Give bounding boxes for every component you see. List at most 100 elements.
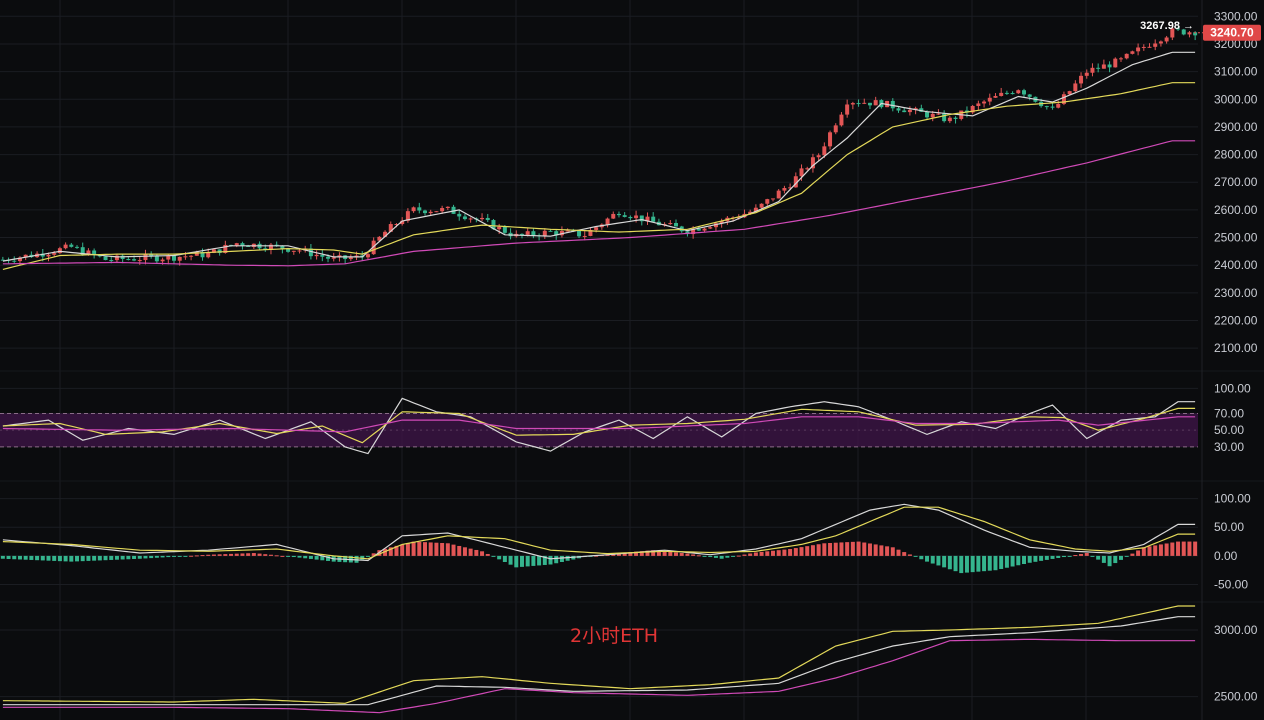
- candle-body: [428, 211, 433, 214]
- axis-tick-label: 100.00: [1214, 492, 1251, 506]
- macd-bar: [12, 555, 17, 560]
- macd-bar: [388, 547, 393, 556]
- macd-bar: [200, 555, 205, 557]
- macd-bar: [1044, 555, 1049, 560]
- candle-body: [103, 256, 108, 261]
- macd-bar: [268, 554, 273, 556]
- axis-tick-label: 70.00: [1214, 406, 1244, 420]
- candle-body: [0, 259, 5, 261]
- macd-bar: [508, 555, 513, 565]
- macd-bar: [17, 555, 22, 560]
- candle-body: [177, 256, 182, 261]
- candle-body: [75, 246, 80, 248]
- candle-body: [696, 228, 701, 231]
- candle-body: [616, 213, 621, 216]
- candle-body: [713, 223, 718, 228]
- macd-bar: [149, 555, 154, 559]
- macd-bar: [29, 555, 34, 560]
- macd-bar: [685, 553, 690, 556]
- candle-body: [154, 255, 159, 262]
- candle-body: [1096, 67, 1101, 69]
- chart-overlay-label: 2小时ETH: [570, 625, 658, 647]
- macd-bar: [879, 545, 884, 556]
- macd-bar: [40, 555, 45, 561]
- candle-body: [736, 217, 741, 219]
- candle-body: [987, 97, 992, 102]
- candle-body: [639, 215, 644, 222]
- candle-body: [839, 114, 844, 126]
- macd-bar: [970, 555, 975, 573]
- macd-bar: [411, 541, 416, 556]
- macd-bar: [713, 555, 718, 558]
- candle-body: [1056, 103, 1061, 108]
- candle-body: [982, 101, 987, 104]
- candle-body: [822, 146, 827, 156]
- candle-body: [674, 223, 679, 227]
- axis-tick-label: 2500.00: [1214, 231, 1258, 245]
- candle-body: [17, 257, 22, 262]
- macd-bar: [850, 541, 855, 556]
- macd-bar: [251, 553, 256, 556]
- axis-tick-label: 50.00: [1214, 520, 1244, 534]
- candle-body: [993, 95, 998, 98]
- macd-bar: [326, 555, 331, 561]
- lower-series-line: [2, 605, 1196, 704]
- macd-bar: [936, 555, 941, 566]
- axis-tick-label: 2400.00: [1214, 258, 1258, 272]
- axis-tick-label: 3000.00: [1214, 623, 1258, 637]
- macd-bar: [274, 555, 279, 557]
- macd-bar: [594, 555, 599, 557]
- candle-body: [525, 231, 530, 235]
- macd-bar: [423, 542, 428, 556]
- candle-body: [1153, 43, 1158, 47]
- macd-bar: [1130, 553, 1135, 556]
- candle-body: [1010, 93, 1015, 95]
- macd-bar: [999, 555, 1004, 569]
- macd-bar: [725, 555, 730, 558]
- candle-body: [320, 254, 325, 257]
- candle-body: [1016, 90, 1021, 94]
- candle-body: [970, 106, 975, 113]
- candle-body: [1124, 53, 1129, 59]
- macd-bar: [46, 555, 51, 561]
- macd-bar: [770, 550, 775, 556]
- macd-bar: [559, 555, 564, 563]
- macd-bar: [297, 555, 302, 558]
- candle-body: [793, 176, 798, 188]
- candle-body: [52, 253, 57, 255]
- macd-bar: [1004, 555, 1009, 568]
- candle-body: [1136, 47, 1141, 52]
- candle-body: [468, 218, 473, 220]
- candle-body: [211, 249, 216, 253]
- candle-body: [394, 224, 399, 226]
- macd-bar: [514, 555, 519, 568]
- macd-bar: [565, 555, 570, 561]
- macd-bar: [75, 555, 80, 562]
- high-price-label: 3267.98 →: [1140, 20, 1194, 32]
- macd-bar: [434, 542, 439, 556]
- macd-bar: [1118, 555, 1123, 560]
- candle-body: [297, 250, 302, 252]
- candle-body: [611, 213, 616, 219]
- macd-bar: [400, 544, 405, 556]
- macd-bar: [143, 555, 148, 559]
- candle-body: [1193, 32, 1198, 36]
- candle-body: [565, 230, 570, 232]
- macd-bar: [793, 548, 798, 556]
- macd-bar: [542, 555, 547, 565]
- macd-bar: [616, 553, 621, 556]
- candle-body: [622, 215, 627, 217]
- macd-bar: [457, 545, 462, 556]
- candle-body: [753, 207, 758, 212]
- macd-bar: [885, 546, 890, 556]
- candle-body: [582, 235, 587, 237]
- candle-body: [668, 223, 673, 225]
- macd-bar: [183, 555, 188, 557]
- macd-bar: [896, 549, 901, 556]
- macd-bar: [833, 542, 838, 556]
- macd-bar: [308, 555, 313, 559]
- macd-bar: [731, 555, 736, 557]
- candle-body: [799, 168, 804, 177]
- macd-series-line: [2, 503, 1196, 562]
- candle-body: [1147, 46, 1152, 48]
